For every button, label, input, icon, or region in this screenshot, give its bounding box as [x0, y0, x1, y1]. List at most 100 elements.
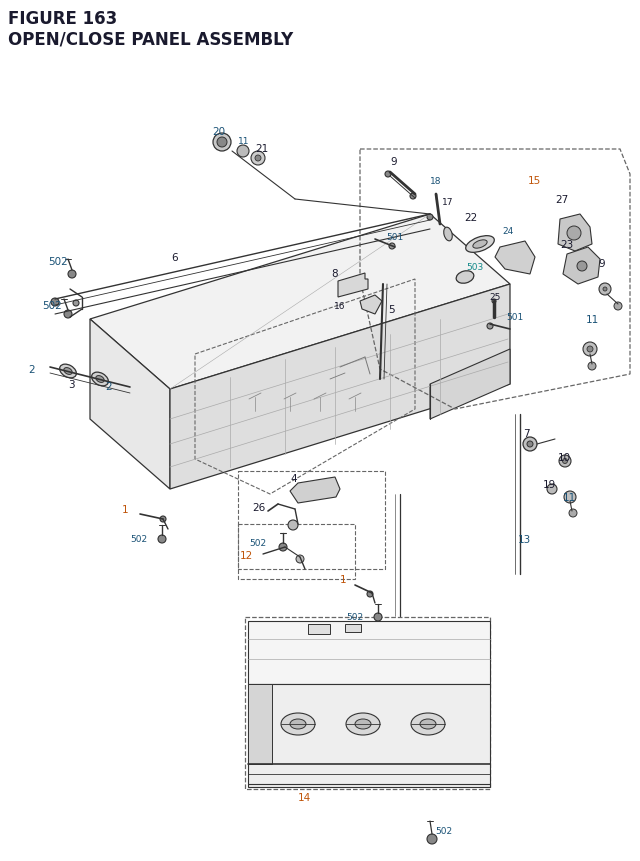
- Ellipse shape: [346, 713, 380, 735]
- Circle shape: [587, 347, 593, 353]
- Circle shape: [51, 299, 59, 307]
- Circle shape: [160, 517, 166, 523]
- Ellipse shape: [466, 237, 494, 253]
- Circle shape: [410, 194, 416, 200]
- Circle shape: [564, 492, 576, 504]
- Circle shape: [251, 152, 265, 166]
- Polygon shape: [495, 242, 535, 275]
- Circle shape: [217, 138, 227, 148]
- Text: 24: 24: [502, 227, 513, 236]
- Circle shape: [487, 324, 493, 330]
- Text: 502: 502: [48, 257, 68, 267]
- Ellipse shape: [420, 719, 436, 729]
- Polygon shape: [170, 285, 510, 489]
- Text: 502: 502: [435, 827, 452, 835]
- Text: 502: 502: [249, 539, 266, 548]
- Bar: [345, 624, 361, 632]
- Polygon shape: [360, 295, 382, 314]
- Text: 1: 1: [122, 505, 129, 514]
- Circle shape: [492, 300, 496, 304]
- Polygon shape: [90, 319, 170, 489]
- Circle shape: [389, 244, 395, 250]
- Text: 11: 11: [563, 492, 576, 503]
- Text: 23: 23: [560, 239, 573, 250]
- Text: 501: 501: [506, 313, 524, 322]
- Polygon shape: [90, 214, 510, 389]
- Text: 16: 16: [333, 302, 345, 311]
- Circle shape: [523, 437, 537, 451]
- Text: 27: 27: [555, 195, 568, 205]
- Ellipse shape: [60, 365, 76, 379]
- Polygon shape: [430, 350, 510, 419]
- Text: 6: 6: [172, 253, 179, 263]
- Text: 17: 17: [442, 198, 454, 208]
- Text: 19: 19: [543, 480, 556, 489]
- Circle shape: [385, 172, 391, 177]
- Ellipse shape: [92, 373, 108, 387]
- Text: 18: 18: [430, 177, 442, 186]
- Polygon shape: [248, 684, 272, 764]
- Circle shape: [527, 442, 533, 448]
- Text: 22: 22: [464, 213, 477, 223]
- Ellipse shape: [96, 376, 104, 383]
- Text: 15: 15: [528, 176, 541, 186]
- Ellipse shape: [64, 369, 72, 375]
- Circle shape: [569, 510, 577, 517]
- Circle shape: [68, 270, 76, 279]
- Circle shape: [288, 520, 298, 530]
- Circle shape: [577, 262, 587, 272]
- Text: 8: 8: [332, 269, 338, 279]
- Ellipse shape: [290, 719, 306, 729]
- Circle shape: [583, 343, 597, 356]
- Circle shape: [296, 555, 304, 563]
- Circle shape: [559, 455, 571, 468]
- Text: OPEN/CLOSE PANEL ASSEMBLY: OPEN/CLOSE PANEL ASSEMBLY: [8, 30, 293, 48]
- Text: 503: 503: [466, 263, 483, 272]
- Text: 3: 3: [68, 380, 75, 389]
- Circle shape: [588, 362, 596, 370]
- Text: 502: 502: [42, 300, 61, 311]
- Circle shape: [547, 485, 557, 494]
- Circle shape: [599, 283, 611, 295]
- Ellipse shape: [444, 228, 452, 242]
- Text: 12: 12: [240, 550, 253, 561]
- Bar: [308, 624, 330, 635]
- Text: 2: 2: [105, 381, 111, 392]
- Circle shape: [567, 226, 581, 241]
- Text: 21: 21: [255, 144, 268, 154]
- Ellipse shape: [411, 713, 445, 735]
- Text: 9: 9: [598, 258, 605, 269]
- Circle shape: [427, 214, 433, 220]
- Text: 502: 502: [130, 535, 147, 544]
- Ellipse shape: [355, 719, 371, 729]
- Text: 10: 10: [558, 453, 571, 462]
- Circle shape: [374, 613, 382, 622]
- Circle shape: [279, 543, 287, 551]
- Polygon shape: [338, 274, 368, 298]
- Text: 4: 4: [290, 474, 296, 483]
- Text: 13: 13: [518, 535, 531, 544]
- Polygon shape: [563, 248, 600, 285]
- Text: 2: 2: [28, 364, 35, 375]
- Circle shape: [603, 288, 607, 292]
- Text: 20: 20: [212, 127, 225, 137]
- Text: 25: 25: [489, 293, 500, 302]
- Circle shape: [64, 311, 72, 319]
- Circle shape: [367, 592, 373, 598]
- Ellipse shape: [281, 713, 315, 735]
- Ellipse shape: [473, 240, 487, 249]
- Ellipse shape: [456, 271, 474, 284]
- Text: 501: 501: [386, 233, 403, 242]
- Text: 14: 14: [298, 792, 311, 802]
- Polygon shape: [248, 622, 490, 684]
- Circle shape: [614, 303, 622, 311]
- Circle shape: [213, 133, 231, 152]
- Text: 7: 7: [523, 429, 530, 438]
- Text: 9: 9: [390, 157, 397, 167]
- Text: FIGURE 163: FIGURE 163: [8, 10, 117, 28]
- Text: 1: 1: [340, 574, 347, 585]
- Circle shape: [427, 834, 437, 844]
- Text: 26: 26: [252, 503, 265, 512]
- Circle shape: [237, 146, 249, 158]
- Circle shape: [563, 459, 568, 464]
